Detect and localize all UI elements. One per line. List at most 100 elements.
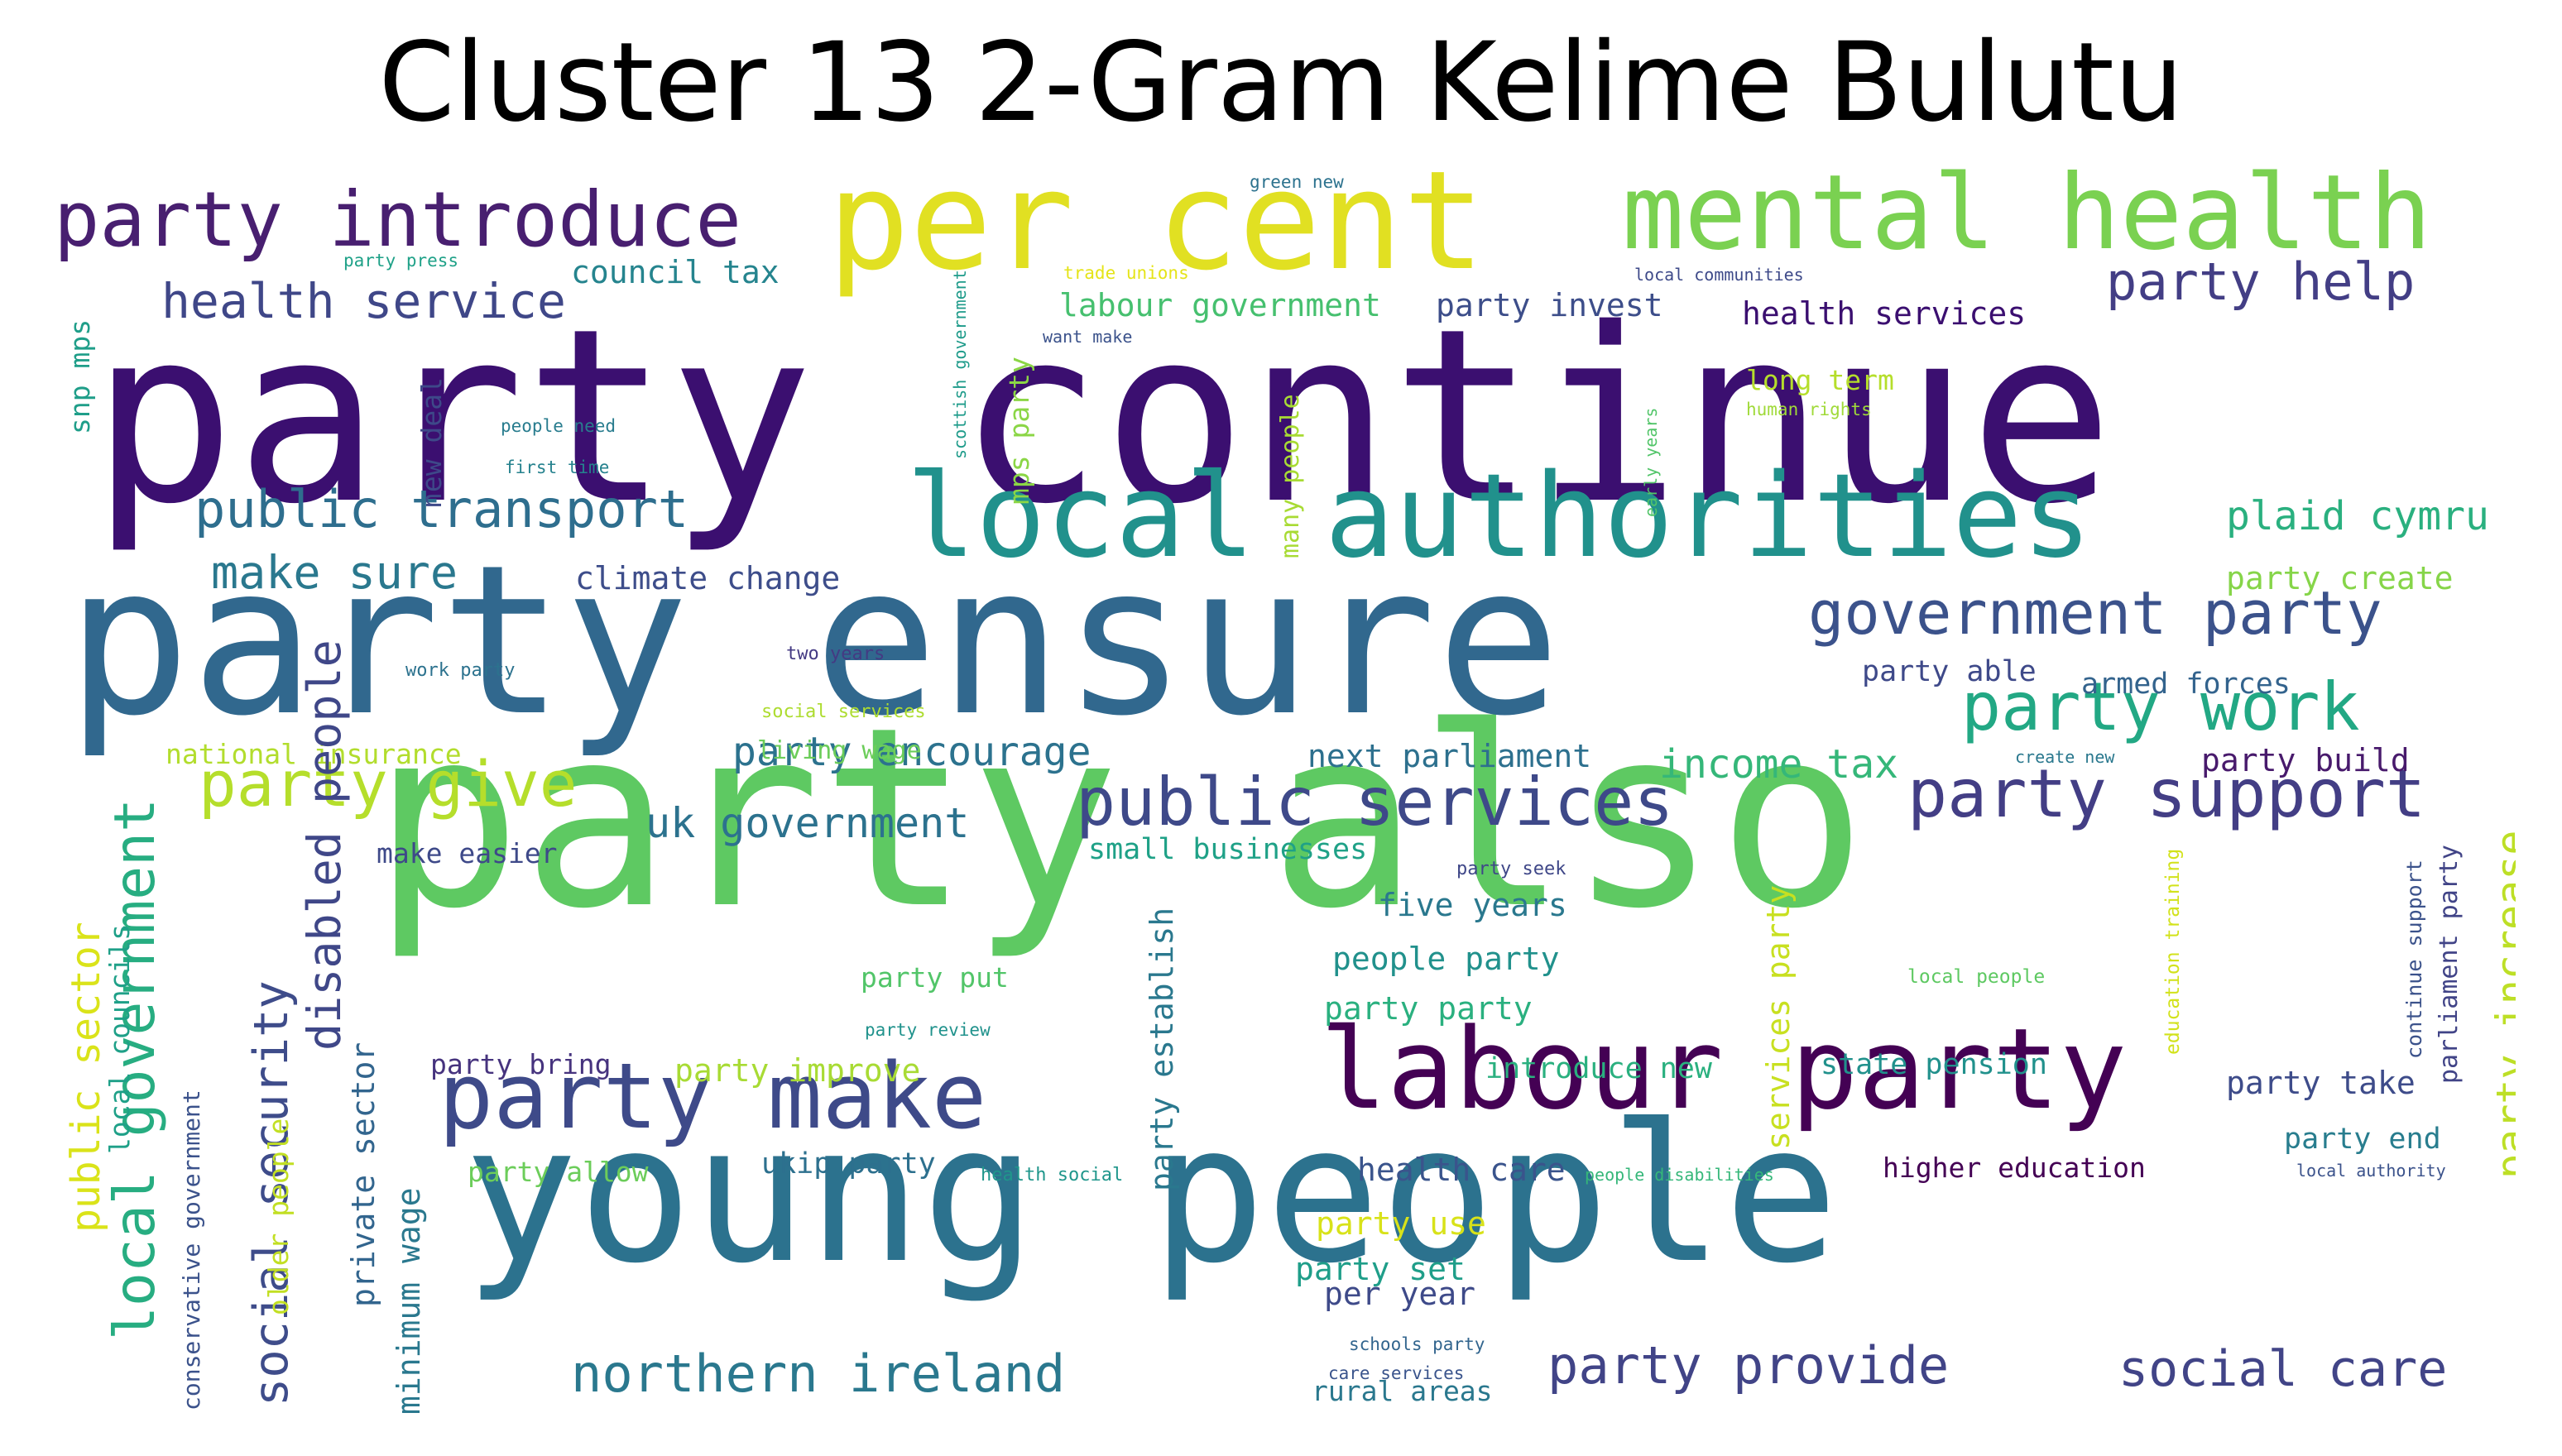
word-local-councils: local councils (103, 923, 136, 1154)
word-trade-unions: trade unions (1063, 263, 1189, 283)
word-party-introduce: party introduce (54, 175, 741, 264)
word-party-also: party also (372, 674, 1868, 963)
word-many-people: many people (1276, 394, 1305, 558)
word-long-term: long term (1746, 364, 1894, 396)
word-party-put: party put (861, 961, 1009, 994)
word-continue-support: continue support (2402, 860, 2426, 1059)
word-disabled-people: disabled people (298, 639, 351, 1051)
word-party-ensure: party ensure (66, 520, 1562, 761)
word-two-years: two years (786, 644, 885, 664)
word-new-deal: new deal (415, 377, 448, 509)
word-living-wage: living wage (757, 736, 922, 765)
word-human-rights: human rights (1746, 400, 1872, 419)
word-party-allow: party allow (468, 1156, 649, 1188)
word-minimum-wage: minimum wage (391, 1187, 427, 1415)
word-party-party: party party (1324, 990, 1533, 1027)
word-council-tax: council tax (571, 254, 780, 290)
word-higher-education: higher education (1883, 1152, 2146, 1184)
word-party-help: party help (2106, 251, 2416, 312)
word-cloud: party continue party also party ensure youn… (33, 160, 2516, 1430)
word-uk-government: uk government (645, 799, 970, 847)
word-services-party: services party (1760, 884, 1797, 1150)
word-government-party: government party (1808, 578, 2382, 648)
word-party-establish: party establish (1144, 907, 1180, 1191)
word-northern-ireland: northern ireland (571, 1343, 1066, 1404)
word-early-years: early years (1641, 407, 1661, 517)
word-per-cent: per cent (828, 160, 1485, 300)
word-people-disabilities: people disabilities (1585, 1165, 1774, 1185)
word-public-sector: public sector (63, 922, 109, 1233)
word-private-sector: private sector (345, 1042, 381, 1307)
word-local-communities: local communities (1634, 265, 1804, 285)
word-older-people: older people (262, 1118, 295, 1315)
word-rural-areas: rural areas (1312, 1375, 1493, 1407)
word-party-bring: party bring (430, 1048, 612, 1080)
word-party-support: party support (1907, 755, 2426, 832)
word-local-authority: local authority (2296, 1161, 2446, 1181)
word-ukip-party: ukip party (761, 1147, 936, 1181)
word-per-year: per year (1324, 1276, 1476, 1312)
word-people-need: people need (501, 416, 617, 436)
word-education-training: education training (2162, 848, 2184, 1055)
word-party-review: party review (865, 1020, 991, 1040)
word-people-party: people party (1332, 941, 1560, 977)
word-party-set: party set (1295, 1251, 1466, 1287)
word-party-make: party make (439, 1043, 987, 1149)
word-party-press: party press (343, 251, 459, 271)
word-care-services: care services (1328, 1363, 1465, 1383)
word-climate-change: climate change (575, 560, 841, 596)
word-party-provide: party provide (1547, 1335, 1950, 1396)
word-make-easier: make easier (377, 837, 558, 869)
word-first-time: first time (505, 457, 610, 477)
word-party-continue: party continue (91, 278, 2114, 557)
word-public-services: public services (1076, 764, 1674, 841)
word-national-insurance: national insurance (166, 738, 462, 770)
word-party-invest: party invest (1436, 287, 1663, 323)
word-young-people: young people (463, 1085, 1839, 1305)
word-mental-health: mental health (1622, 160, 2432, 273)
word-public-transport: public transport (194, 479, 689, 539)
word-health-social: health social (981, 1165, 1124, 1185)
word-conservative-government: conservative government (178, 1090, 205, 1410)
word-green-new: green new (1250, 172, 1344, 192)
word-local-authorities: local authorities (906, 449, 2092, 584)
word-next-parliament: next parliament (1307, 738, 1592, 774)
word-party-take: party take (2226, 1065, 2416, 1101)
word-labour-government: labour government (1059, 287, 1381, 323)
word-mps-party: mps party (1003, 357, 1035, 505)
word-health-service: health service (161, 273, 566, 329)
word-party-seek: party seek (1456, 859, 1566, 879)
word-want-make: want make (1043, 327, 1133, 347)
word-create-new: create new (2015, 747, 2115, 767)
chart-title: Cluster 13 2-Gram Kelime Bulutu (378, 19, 2184, 146)
word-social-care: social care (2118, 1340, 2448, 1398)
word-labour-party: labour party (1320, 1004, 2128, 1134)
word-make-sure: make sure (211, 546, 458, 599)
word-health-care: health care (1357, 1152, 1566, 1188)
word-small-businesses: small businesses (1088, 833, 1368, 866)
word-party-build: party build (2201, 742, 2410, 778)
word-party-create: party create (2226, 560, 2454, 596)
word-income-tax: income tax (1659, 741, 1898, 788)
word-state-pension: state pension (1821, 1048, 2047, 1081)
word-party-use: party use (1316, 1205, 1486, 1242)
word-scottish-government: scottish government (950, 270, 970, 459)
word-snp-mps: snp mps (64, 318, 96, 434)
word-five-years: five years (1378, 887, 1567, 923)
word-party-encourage: party encourage (732, 729, 1091, 775)
word-schools-party: schools party (1349, 1334, 1485, 1354)
word-work-party: work party (405, 660, 516, 681)
word-party-give: party give (199, 747, 578, 821)
word-parliament-party: parliament party (2435, 845, 2464, 1084)
word-party-work: party work (1961, 668, 2360, 745)
word-armed-forces: armed forces (2081, 668, 2291, 701)
word-local-people: local people (1907, 966, 2046, 988)
word-introduce-new: introduce new (1485, 1052, 1712, 1085)
word-health-services: health services (1742, 295, 2027, 332)
word-party-increase: party increase (2488, 830, 2516, 1179)
word-social-services: social services (761, 702, 926, 722)
word-party-end: party end (2284, 1123, 2441, 1156)
word-party-able: party able (1862, 655, 2037, 688)
word-plaid-cymru: plaid cymru (2226, 493, 2489, 539)
word-party-improve: party improve (674, 1052, 921, 1089)
